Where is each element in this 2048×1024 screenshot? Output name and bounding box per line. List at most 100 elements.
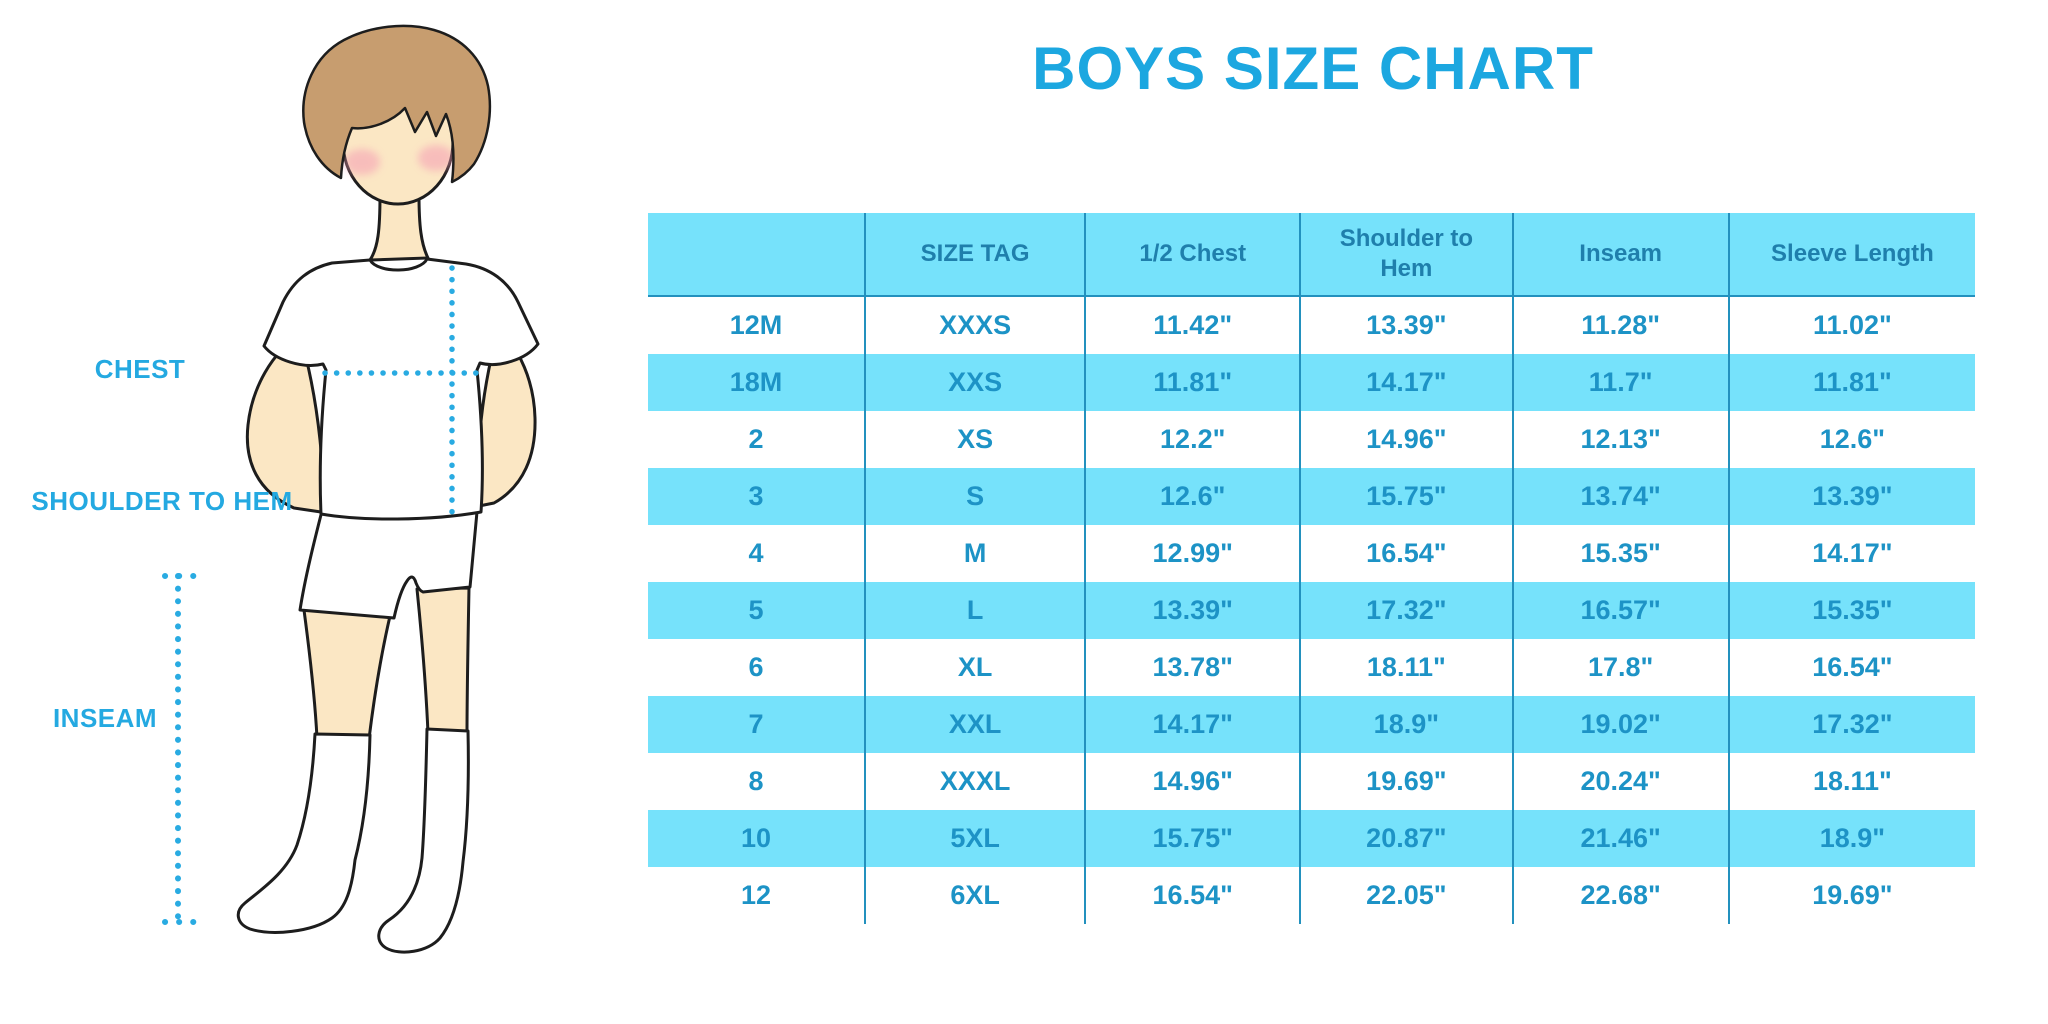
measurement-cell: 15.75"	[1084, 810, 1301, 867]
measurement-cell: 19.02"	[1511, 696, 1729, 753]
table-row: 10 5XL 15.75" 20.87" 21.46" 18.9"	[648, 810, 1975, 867]
measurement-cell: 16.54"	[1084, 867, 1301, 924]
size-cell: 3	[648, 468, 865, 525]
size-tag-cell: XXS	[863, 354, 1086, 411]
chest-label: CHEST	[94, 354, 186, 384]
column-header: Shoulder to Hem	[1299, 213, 1513, 297]
shoulder-to-hem-label: SHOULDER TO HEM	[31, 486, 293, 516]
column-header	[648, 213, 865, 297]
column-header: Sleeve Length	[1727, 213, 1975, 297]
measurement-cell: 17.8"	[1511, 639, 1729, 696]
size-cell: 8	[748, 766, 764, 796]
measurement-cell: 19.69"	[1299, 753, 1513, 810]
measurement-cell: 14.96"	[1299, 411, 1513, 468]
measurement-cell: 11.81"	[1084, 354, 1301, 411]
size-tag-cell: XL	[863, 639, 1086, 696]
measurement-cell: 12.6"	[1084, 468, 1301, 525]
measurement-cell: 22.68"	[1511, 867, 1729, 924]
measurement-cell: 16.54"	[1727, 639, 1975, 696]
measurement-cell: 16.57"	[1511, 582, 1729, 639]
size-tag-cell: L	[863, 582, 1086, 639]
measurement-cell: 17.32"	[1299, 582, 1513, 639]
sock-right	[377, 727, 470, 954]
size-cell: 10	[648, 810, 865, 867]
measurement-cell: 18.11"	[1727, 753, 1975, 810]
size-tag-cell: XXXS	[863, 296, 1086, 354]
measurement-cell: 20.87"	[1299, 810, 1513, 867]
measurement-cell: 21.46"	[1511, 810, 1729, 867]
t-shirt	[262, 257, 540, 521]
measurement-cell: 11.42"	[1084, 296, 1301, 354]
measurement-cell: 22.05"	[1299, 867, 1513, 924]
measurement-cell: 13.39"	[1084, 582, 1301, 639]
measurement-cell: 13.39"	[1727, 468, 1975, 525]
size-cell: 18M	[648, 354, 865, 411]
leg-left	[302, 608, 392, 741]
table-row: 7 XXL 14.17" 18.9" 19.02" 17.32"	[648, 696, 1975, 753]
size-tag-cell: XXXL	[863, 753, 1086, 810]
measurement-cell: 15.35"	[1727, 582, 1975, 639]
measurement-cell: 13.39"	[1299, 296, 1513, 354]
table-body: 12M XXXS 11.42" 13.39" 11.28" 11.02" 18M XXS 11.…	[648, 296, 1975, 924]
sock-left	[236, 732, 372, 934]
cheek-right	[418, 145, 454, 171]
measurement-cell: 11.28"	[1511, 296, 1729, 354]
table-row: 12M XXXS 11.42" 13.39" 11.28" 11.02"	[648, 296, 1975, 354]
shorts	[298, 499, 480, 620]
cheek-left	[344, 149, 380, 175]
measurement-cell: 14.17"	[1727, 525, 1975, 582]
measurement-cell: 13.74"	[1511, 468, 1729, 525]
measurement-cell: 18.9"	[1299, 696, 1513, 753]
measurement-cell: 18.9"	[1727, 810, 1975, 867]
column-header: Inseam	[1511, 213, 1729, 297]
boy-figure-illustration	[162, 24, 540, 954]
column-header: 1/2 Chest	[1084, 213, 1301, 297]
size-tag-cell: M	[863, 525, 1086, 582]
measurement-cell: 13.78"	[1084, 639, 1301, 696]
size-cell: 12	[740, 880, 771, 910]
table-row: 8 XXXL 14.96" 19.69" 20.24" 18.11"	[648, 753, 1975, 810]
size-tag-cell: S	[863, 468, 1086, 525]
measurement-cell: 14.17"	[1299, 354, 1513, 411]
size-cell: 2	[748, 424, 764, 454]
measurement-cell: 14.17"	[1084, 696, 1301, 753]
measurement-cell: 11.81"	[1727, 354, 1975, 411]
measurement-cell: 15.75"	[1299, 468, 1513, 525]
measurement-cell: 11.02"	[1727, 296, 1975, 354]
arm-left	[245, 333, 325, 514]
measurement-cell: 12.99"	[1084, 525, 1301, 582]
measurement-cell: 18.11"	[1299, 639, 1513, 696]
table-row: 2 XS 12.2" 14.96" 12.13" 12.6"	[648, 411, 1975, 468]
hair	[302, 24, 492, 184]
measurement-cell: 14.96"	[1084, 753, 1301, 810]
table-row: 18M XXS 11.81" 14.17" 11.7" 11.81"	[648, 354, 1975, 411]
size-chart-section: BOYS SIZE CHART SIZE TAG 1/2 Chest Shoulde…	[648, 0, 1978, 1024]
measurement-cell: 11.7"	[1511, 354, 1729, 411]
inseam-label: INSEAM	[52, 703, 158, 733]
arm-right	[476, 328, 537, 508]
size-cell: 5	[648, 582, 865, 639]
size-chart-table: SIZE TAG 1/2 Chest Shoulder to Hem Inseam Sl…	[648, 213, 1975, 924]
size-tag-cell: XXL	[863, 696, 1086, 753]
table-row: 6 XL 13.78" 18.11" 17.8" 16.54"	[648, 639, 1975, 696]
table-header: SIZE TAG 1/2 Chest Shoulder to Hem Inseam Sl…	[648, 213, 1975, 297]
size-cell: 7	[648, 696, 865, 753]
table-row: 12 6XL 16.54" 22.05" 22.68" 19.69"	[648, 867, 1975, 924]
page-title: BOYS SIZE CHART	[1032, 35, 1594, 102]
size-cell: 6	[748, 652, 764, 682]
header-row: SIZE TAG 1/2 Chest Shoulder to Hem Inseam Sl…	[648, 213, 1975, 297]
table-row: 5 L 13.39" 17.32" 16.57" 15.35"	[648, 582, 1975, 639]
size-tag-cell: 5XL	[863, 810, 1086, 867]
measurement-illustration: CHEST SHOULDER TO HEM INSEAM	[0, 0, 648, 1024]
size-tag-cell: 6XL	[863, 867, 1086, 924]
column-header: SIZE TAG	[863, 213, 1086, 297]
measurement-cell: 12.13"	[1511, 411, 1729, 468]
size-tag-cell: XS	[863, 411, 1086, 468]
size-cell: 4	[748, 538, 764, 568]
measurement-cell: 19.69"	[1727, 867, 1975, 924]
table-row: 3 S 12.6" 15.75" 13.74" 13.39"	[648, 468, 1975, 525]
measurement-cell: 12.2"	[1084, 411, 1301, 468]
leg-right	[415, 586, 471, 737]
measurement-cell: 17.32"	[1727, 696, 1975, 753]
measurement-cell: 12.6"	[1727, 411, 1975, 468]
